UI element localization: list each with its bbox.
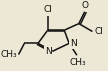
Text: Cl: Cl	[43, 5, 52, 14]
Text: CH₃: CH₃	[70, 58, 86, 67]
Text: N: N	[45, 47, 52, 56]
Text: CH₃: CH₃	[1, 50, 18, 59]
Text: O: O	[81, 1, 88, 10]
Text: Cl: Cl	[95, 27, 104, 36]
Text: N: N	[70, 39, 77, 48]
